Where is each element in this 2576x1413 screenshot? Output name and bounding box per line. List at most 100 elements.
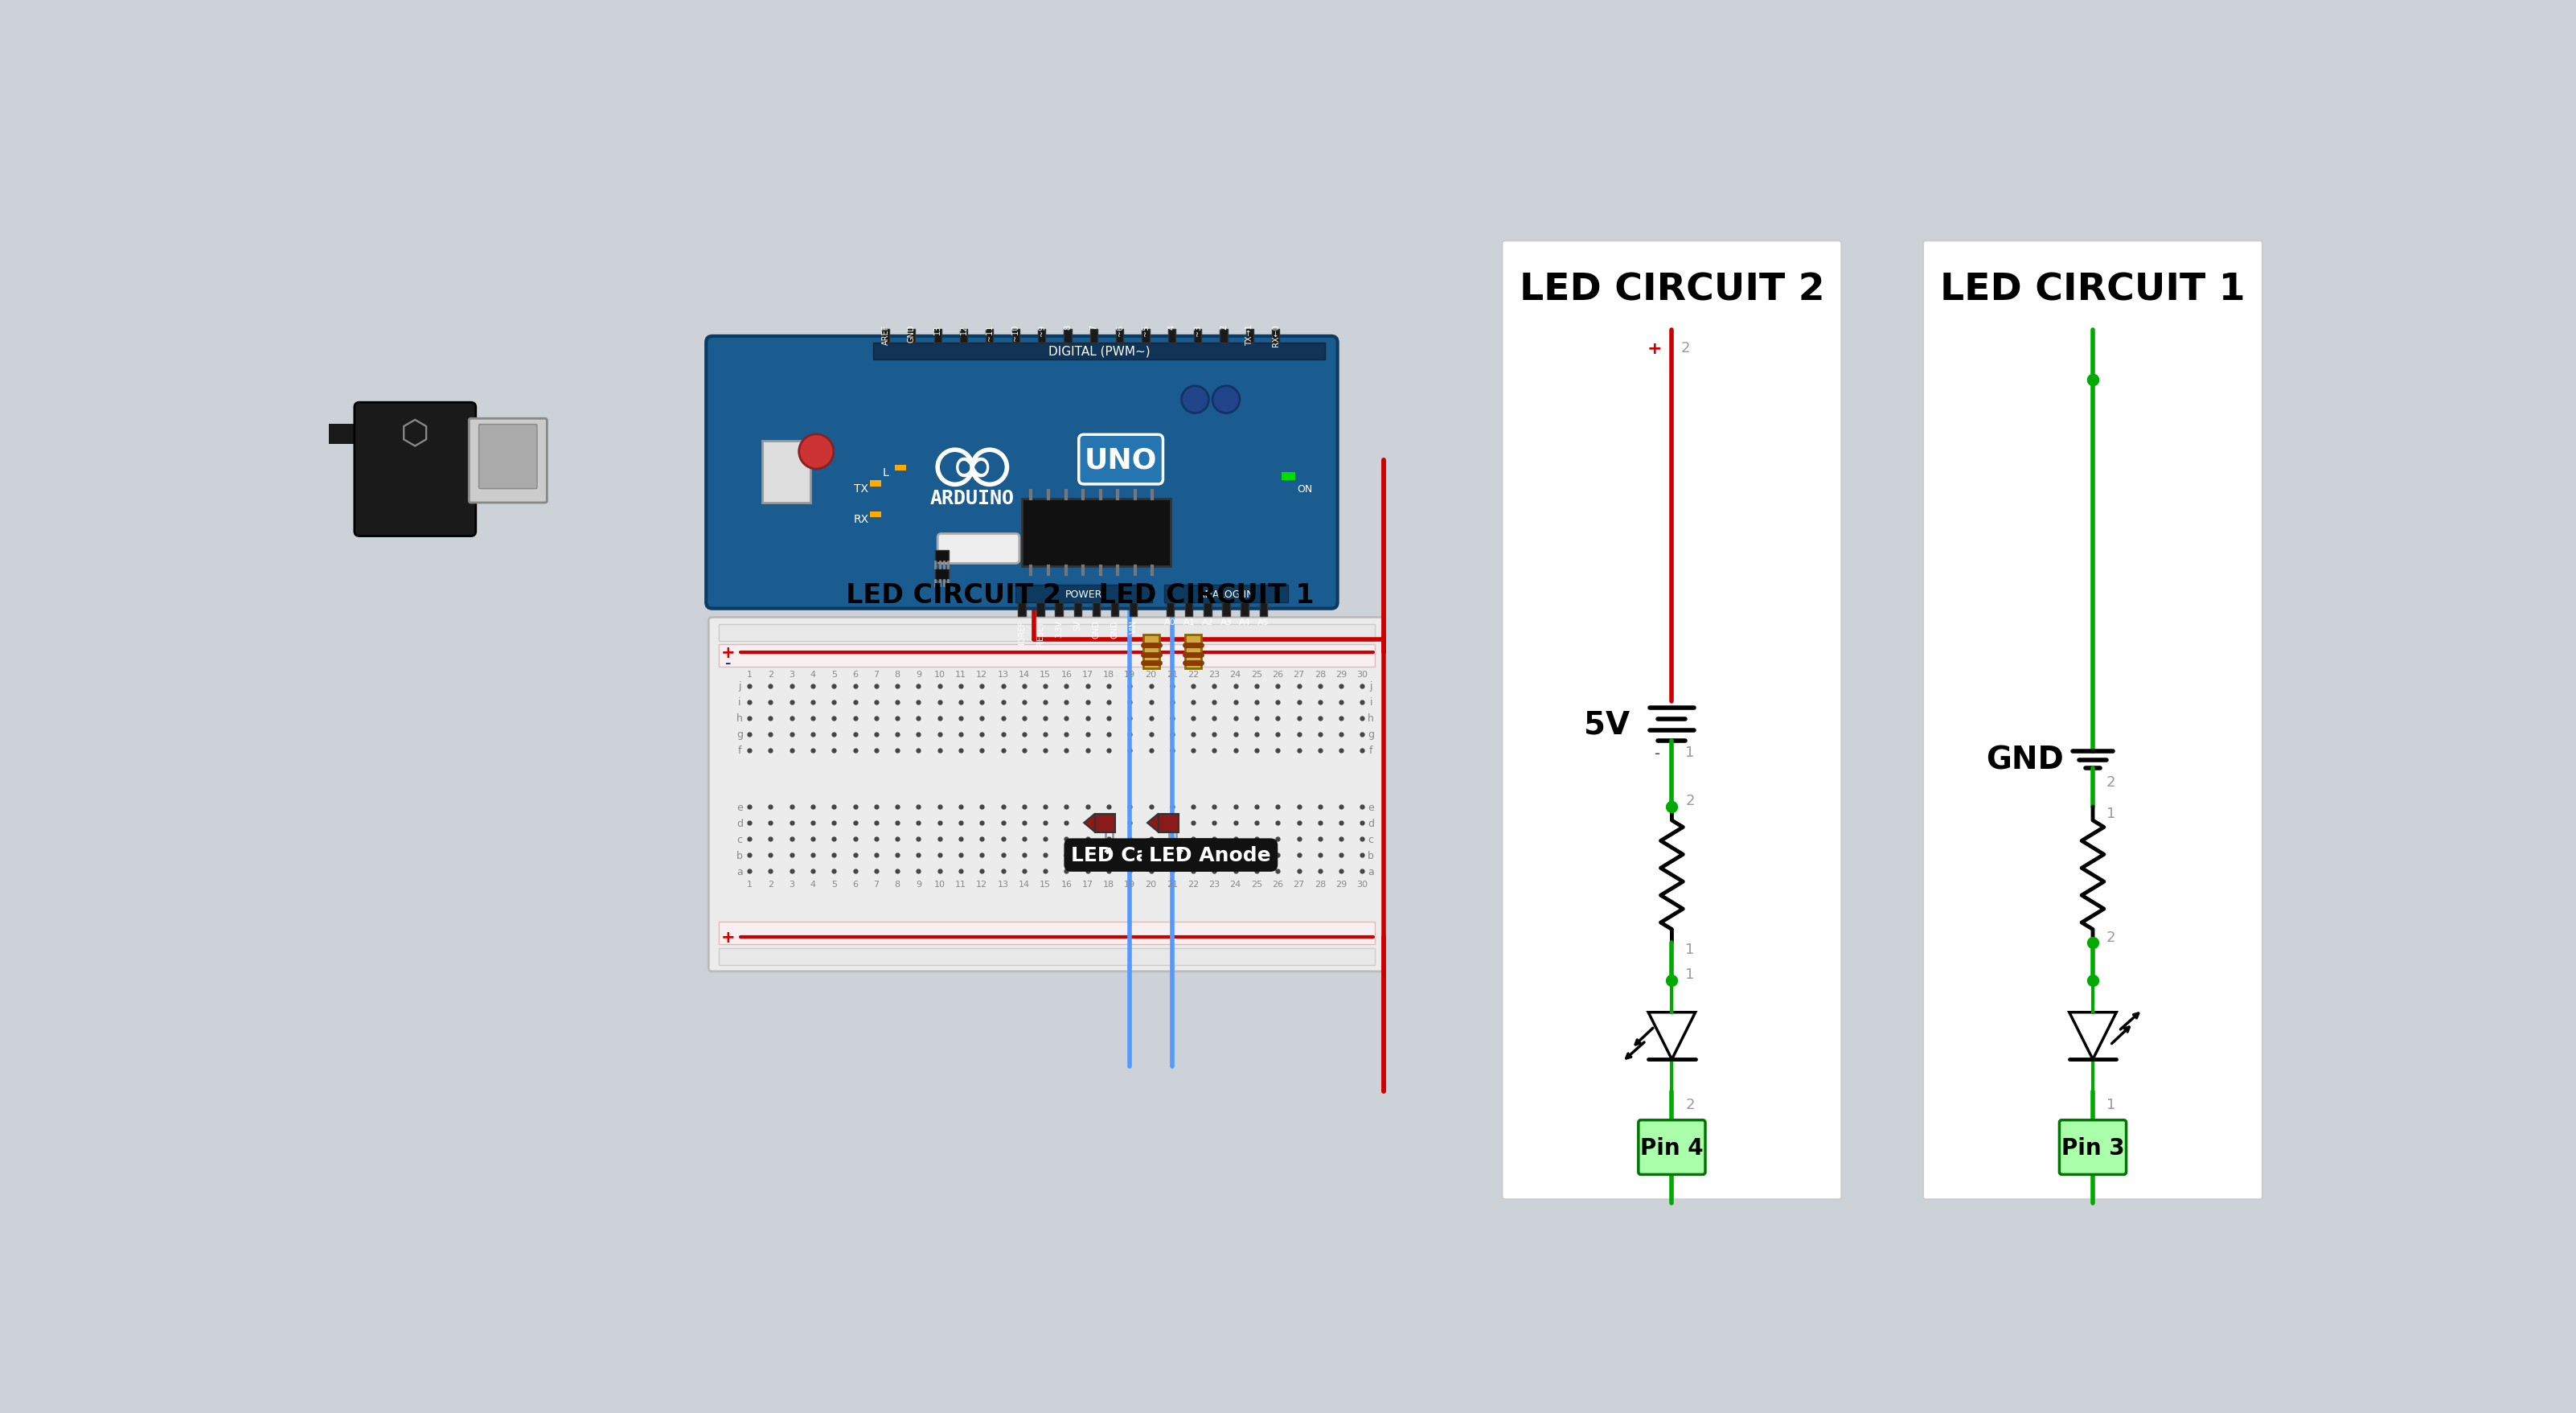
Text: 9: 9 bbox=[914, 880, 922, 887]
Text: ARDUINO: ARDUINO bbox=[930, 489, 1015, 509]
Text: 7: 7 bbox=[873, 880, 878, 887]
Text: 20: 20 bbox=[1146, 880, 1157, 887]
Text: +: + bbox=[1646, 341, 1662, 357]
Text: 11: 11 bbox=[956, 670, 966, 678]
Text: 2: 2 bbox=[1218, 324, 1229, 329]
FancyBboxPatch shape bbox=[1079, 435, 1162, 485]
Text: 10: 10 bbox=[935, 670, 945, 678]
Bar bbox=[871, 512, 881, 519]
Polygon shape bbox=[1649, 1013, 1695, 1060]
Text: 8: 8 bbox=[894, 670, 899, 678]
Text: -: - bbox=[726, 656, 732, 671]
Bar bbox=[1144, 634, 1159, 668]
Text: A4: A4 bbox=[1239, 619, 1249, 626]
Text: ⬡: ⬡ bbox=[399, 417, 430, 451]
Text: c: c bbox=[1368, 834, 1373, 845]
FancyBboxPatch shape bbox=[708, 617, 1383, 972]
Bar bbox=[871, 480, 881, 487]
Bar bbox=[762, 442, 809, 503]
Text: 2: 2 bbox=[768, 670, 773, 678]
Text: ~6: ~6 bbox=[1115, 324, 1123, 336]
Bar bbox=[1090, 329, 1097, 343]
Bar bbox=[1036, 603, 1043, 616]
Circle shape bbox=[1213, 386, 1239, 414]
Text: f: f bbox=[1370, 746, 1373, 756]
Text: 26: 26 bbox=[1273, 670, 1283, 678]
Text: a: a bbox=[737, 866, 742, 876]
Text: 23: 23 bbox=[1208, 880, 1221, 887]
Text: 27: 27 bbox=[1293, 880, 1303, 887]
Text: 17: 17 bbox=[1082, 670, 1092, 678]
Text: 1: 1 bbox=[1685, 966, 1695, 982]
Text: GND: GND bbox=[907, 324, 914, 342]
Bar bbox=[1185, 634, 1200, 668]
Text: e: e bbox=[737, 801, 742, 812]
Text: 6: 6 bbox=[853, 670, 858, 678]
Text: ~5: ~5 bbox=[1141, 324, 1149, 336]
Bar bbox=[1023, 499, 1170, 567]
Bar bbox=[1260, 603, 1267, 616]
Bar bbox=[1203, 603, 1211, 616]
Text: 1: 1 bbox=[1685, 942, 1695, 957]
Polygon shape bbox=[2069, 1013, 2117, 1060]
FancyBboxPatch shape bbox=[938, 534, 1020, 564]
Text: c: c bbox=[737, 834, 742, 845]
Bar bbox=[1242, 603, 1249, 616]
Bar bbox=[1038, 329, 1046, 343]
Text: RX: RX bbox=[853, 514, 868, 526]
Circle shape bbox=[1182, 386, 1208, 414]
Text: 19: 19 bbox=[1123, 880, 1136, 887]
Text: 2: 2 bbox=[2107, 774, 2115, 790]
Text: 15: 15 bbox=[1041, 670, 1051, 678]
Text: 1: 1 bbox=[2107, 1096, 2115, 1111]
Text: i: i bbox=[1370, 697, 1373, 708]
Bar bbox=[907, 329, 914, 343]
Text: i: i bbox=[739, 697, 742, 708]
Text: POWER: POWER bbox=[1064, 589, 1103, 599]
Bar bbox=[719, 644, 1376, 667]
Bar bbox=[1074, 603, 1082, 616]
Bar bbox=[1193, 329, 1200, 343]
Text: Pin 3: Pin 3 bbox=[2061, 1136, 2125, 1159]
Text: GND: GND bbox=[1986, 745, 2063, 776]
Text: 9: 9 bbox=[914, 670, 922, 678]
Bar bbox=[1128, 603, 1136, 616]
FancyBboxPatch shape bbox=[355, 403, 477, 537]
Text: RESET: RESET bbox=[1036, 620, 1043, 646]
Text: DIGITAL (PWM~): DIGITAL (PWM~) bbox=[1048, 346, 1149, 357]
Text: 24: 24 bbox=[1229, 670, 1242, 678]
Text: h: h bbox=[1368, 714, 1373, 723]
Text: 18: 18 bbox=[1103, 670, 1115, 678]
Text: 15: 15 bbox=[1041, 880, 1051, 887]
FancyBboxPatch shape bbox=[1502, 242, 1842, 1200]
FancyBboxPatch shape bbox=[1924, 242, 2262, 1200]
Circle shape bbox=[799, 435, 835, 469]
Text: ~9: ~9 bbox=[1038, 324, 1046, 336]
Polygon shape bbox=[1146, 814, 1159, 832]
Bar bbox=[987, 329, 994, 343]
Bar bbox=[1283, 473, 1296, 480]
Text: ∞: ∞ bbox=[951, 441, 994, 495]
Text: 12: 12 bbox=[976, 670, 987, 678]
Bar bbox=[1224, 603, 1229, 616]
Bar bbox=[1092, 603, 1100, 616]
Text: 25: 25 bbox=[1252, 670, 1262, 678]
Text: 23: 23 bbox=[1208, 670, 1221, 678]
Text: 8: 8 bbox=[894, 880, 899, 887]
Bar bbox=[873, 343, 1324, 360]
Text: 19: 19 bbox=[1123, 670, 1136, 678]
Text: 5V: 5V bbox=[1584, 709, 1631, 740]
FancyBboxPatch shape bbox=[469, 420, 546, 503]
Text: g: g bbox=[737, 729, 742, 740]
Text: d: d bbox=[737, 818, 742, 828]
Bar bbox=[719, 625, 1376, 642]
Bar bbox=[1247, 329, 1255, 343]
Polygon shape bbox=[1095, 814, 1115, 832]
Text: 17: 17 bbox=[1082, 880, 1092, 887]
Text: h: h bbox=[737, 714, 742, 723]
Text: 8: 8 bbox=[1064, 324, 1072, 329]
Text: 21: 21 bbox=[1167, 670, 1177, 678]
Text: 14: 14 bbox=[1018, 670, 1030, 678]
Text: ~11: ~11 bbox=[987, 324, 994, 341]
Bar bbox=[881, 329, 889, 343]
